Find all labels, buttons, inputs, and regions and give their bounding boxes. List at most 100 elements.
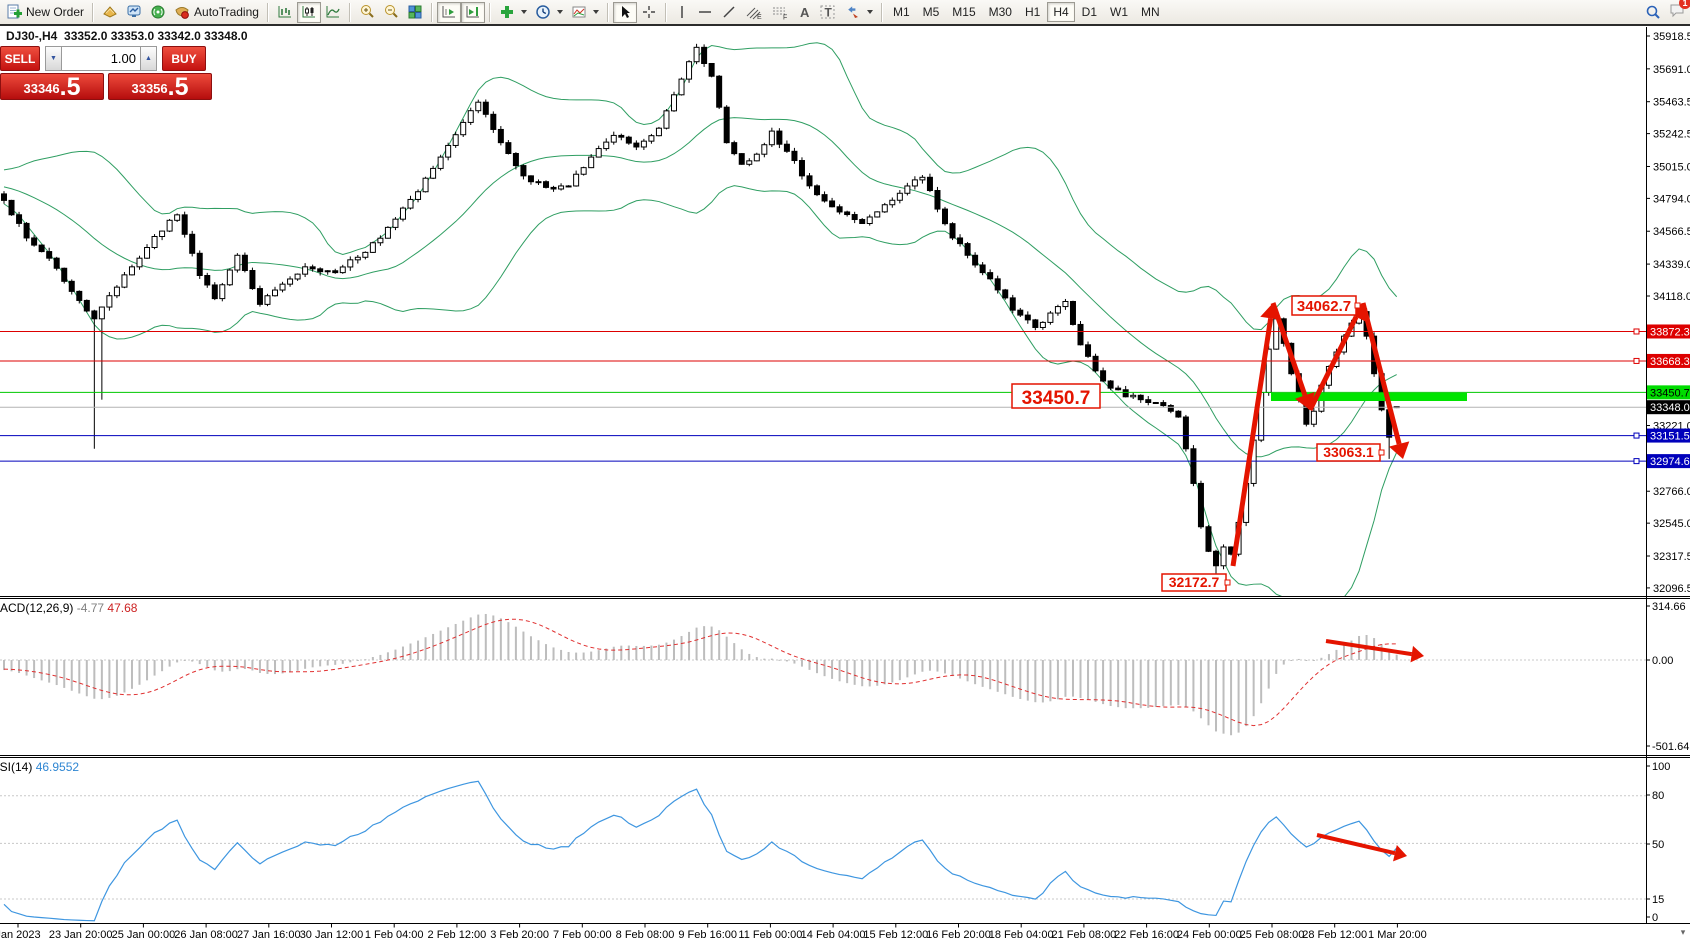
- zoom-out-icon: [384, 5, 398, 18]
- candlestick-chart-button[interactable]: [296, 1, 321, 23]
- macd-pane: [0, 613, 1646, 736]
- line-chart-button[interactable]: [321, 2, 345, 23]
- chart-shift-button[interactable]: [460, 1, 485, 23]
- axis-text: 1 Feb 04:00: [365, 929, 424, 941]
- periods-button[interactable]: [531, 2, 567, 23]
- indicators-button[interactable]: [495, 2, 531, 23]
- new-order-icon: [7, 4, 22, 19]
- indicators-plus-icon: [500, 6, 513, 18]
- tf-button-M15[interactable]: M15: [946, 2, 981, 22]
- axis-text: 22 Feb 16:00: [1114, 929, 1179, 941]
- auto-scroll-icon: [442, 6, 455, 18]
- toolbar-separator: [430, 2, 433, 22]
- macd-name: MACD(12,26,9): [0, 601, 74, 615]
- zigzag-arrows: [1230, 302, 1410, 567]
- crosshair-button[interactable]: [637, 2, 661, 23]
- axis-text: 32545.0: [1653, 518, 1690, 530]
- symbol-period: DJ30-,H4: [6, 29, 58, 43]
- notification-badge: 1: [1679, 0, 1690, 9]
- vertical-line-button[interactable]: [671, 2, 693, 23]
- axis-text: 33151.5: [1650, 431, 1690, 443]
- label-button[interactable]: T: [815, 2, 841, 23]
- svg-text:T: T: [824, 6, 832, 20]
- axes: 35918.5 35691.0 35463.5 35242.5 35015.0 34794…: [0, 27, 1690, 941]
- axis-text: 2 Feb 12:00: [428, 929, 487, 941]
- tf-button-MN[interactable]: MN: [1135, 2, 1166, 22]
- tf-button-D1[interactable]: D1: [1076, 2, 1103, 22]
- auto-scroll-button[interactable]: [436, 1, 461, 23]
- axis-text: 27 Jan 16:00: [237, 929, 301, 941]
- axis-text: 32974.6: [1650, 456, 1690, 468]
- clock-icon: [536, 5, 550, 19]
- search-icon[interactable]: [1645, 4, 1661, 20]
- channel-button[interactable]: E: [741, 2, 767, 23]
- axis-text: 3 Feb 20:00: [490, 929, 549, 941]
- zoom-out-button[interactable]: [379, 2, 403, 23]
- axis-text: 35463.5: [1653, 97, 1690, 109]
- axis-price-label: 32974.6: [1647, 454, 1690, 469]
- new-order-button[interactable]: New Order: [2, 2, 88, 23]
- bid-price[interactable]: 33346.5: [0, 73, 104, 100]
- axis-text: 1 Mar 20:00: [1368, 929, 1427, 941]
- sell-button[interactable]: SELL: [0, 46, 40, 71]
- tf-button-M30[interactable]: M30: [983, 2, 1018, 22]
- rsi-value: 46.9552: [35, 760, 80, 774]
- scroll-corner-button[interactable]: ▾: [1680, 927, 1686, 937]
- rsi-name: RSI(14): [0, 760, 33, 774]
- price-annotation-box: 33450.7: [1011, 383, 1101, 409]
- signals-button[interactable]: [146, 2, 170, 23]
- autotrading-label: AutoTrading: [194, 5, 259, 19]
- axis-text: 9 Feb 16:00: [678, 929, 737, 941]
- axis-text: 11 Feb 00:00: [738, 929, 802, 941]
- horizontal-line-icon: [698, 11, 711, 13]
- bid-int: 33346: [23, 81, 60, 96]
- axis-text: 8 Feb 08:00: [616, 929, 675, 941]
- tf-button-H1[interactable]: H1: [1019, 2, 1046, 22]
- ask-frac: .5: [167, 73, 189, 101]
- trendline-button[interactable]: [717, 2, 741, 23]
- axis-text: 0.00: [1652, 655, 1673, 667]
- candles: [1, 43, 1400, 577]
- tf-button-M5[interactable]: M5: [917, 2, 946, 22]
- metaeditor-button[interactable]: [122, 2, 146, 23]
- axis-text: 34794.0: [1653, 193, 1690, 205]
- arrows-button[interactable]: [841, 2, 877, 23]
- axis-text: 314.66: [1652, 601, 1686, 613]
- toolbar-separator: [880, 2, 883, 22]
- one-click-trade-panel: SELL ▼ ▲ BUY 33346.5 33356.5: [0, 46, 212, 100]
- fibonacci-button[interactable]: F: [767, 2, 793, 23]
- horizontal-line-button[interactable]: [693, 2, 717, 23]
- volume-down-button[interactable]: ▼: [45, 46, 62, 71]
- volume-input[interactable]: [62, 46, 140, 71]
- blue-monitor-icon: [127, 5, 141, 17]
- toolbar: New Order AutoTrading E F A: [0, 0, 1690, 26]
- ask-price[interactable]: 33356.5: [108, 73, 212, 100]
- axis-text: 33063.1: [1323, 444, 1374, 460]
- caret-icon: [592, 10, 599, 14]
- axis-text: 28 Feb 12:00: [1302, 929, 1367, 941]
- axis-text: 33450.7: [1650, 387, 1690, 399]
- tf-button-W1[interactable]: W1: [1104, 2, 1134, 22]
- wallet-button[interactable]: [98, 2, 122, 23]
- axis-text: 32766.0: [1653, 486, 1690, 498]
- volume-up-button[interactable]: ▲: [140, 46, 157, 71]
- axis-text: 100: [1652, 761, 1670, 773]
- axis-price-label: 33450.7: [1647, 385, 1690, 400]
- tf-button-H4[interactable]: H4: [1047, 2, 1075, 22]
- bar-chart-button[interactable]: [273, 2, 297, 23]
- zoom-in-button[interactable]: [355, 2, 379, 23]
- tile-windows-button[interactable]: [403, 2, 427, 23]
- chart-shift-icon: [466, 6, 479, 18]
- text-button[interactable]: A: [793, 2, 815, 23]
- cursor-button[interactable]: [612, 1, 637, 23]
- buy-button[interactable]: BUY: [162, 46, 206, 71]
- axis-text: 33668.3: [1650, 356, 1690, 368]
- templates-button[interactable]: [567, 2, 603, 23]
- toolbar-separator: [606, 2, 609, 22]
- autotrading-button[interactable]: AutoTrading: [170, 2, 263, 23]
- candlestick-chart-icon: [302, 6, 315, 18]
- arrow-objects-icon: [848, 6, 858, 18]
- tf-button-M1[interactable]: M1: [887, 2, 916, 22]
- notifications-icon[interactable]: 1: [1669, 0, 1690, 23]
